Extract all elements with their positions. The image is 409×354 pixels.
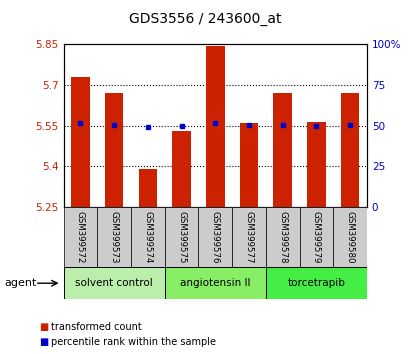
Text: torcetrapib: torcetrapib: [287, 278, 344, 288]
Text: angiotensin II: angiotensin II: [180, 278, 250, 288]
Bar: [105, 93, 123, 207]
Text: ■: ■: [39, 322, 48, 332]
Bar: [306, 121, 325, 207]
Text: percentile rank within the sample: percentile rank within the sample: [51, 337, 216, 347]
Text: GSM399578: GSM399578: [277, 211, 286, 263]
Text: GSM399572: GSM399572: [76, 211, 85, 263]
Text: GSM399579: GSM399579: [311, 211, 320, 263]
Bar: [198, 207, 231, 267]
Bar: [63, 207, 97, 267]
Text: agent: agent: [4, 278, 36, 288]
Bar: [273, 93, 291, 207]
Bar: [340, 93, 358, 207]
Bar: [97, 207, 130, 267]
Bar: [63, 267, 164, 299]
Text: GSM399573: GSM399573: [109, 211, 118, 263]
Bar: [333, 207, 366, 267]
Bar: [172, 131, 190, 207]
Bar: [231, 207, 265, 267]
Bar: [265, 207, 299, 267]
Bar: [164, 207, 198, 267]
Bar: [138, 169, 157, 207]
Bar: [130, 207, 164, 267]
Bar: [299, 207, 333, 267]
Text: GDS3556 / 243600_at: GDS3556 / 243600_at: [128, 12, 281, 27]
Bar: [71, 77, 90, 207]
Text: GSM399577: GSM399577: [244, 211, 253, 263]
Bar: [265, 267, 366, 299]
Text: ■: ■: [39, 337, 48, 347]
Bar: [239, 123, 258, 207]
Text: solvent control: solvent control: [75, 278, 153, 288]
Text: GSM399580: GSM399580: [345, 211, 354, 263]
Text: GSM399576: GSM399576: [210, 211, 219, 263]
Text: GSM399575: GSM399575: [177, 211, 186, 263]
Bar: [164, 267, 265, 299]
Bar: [205, 46, 224, 207]
Text: transformed count: transformed count: [51, 322, 142, 332]
Text: GSM399574: GSM399574: [143, 211, 152, 263]
